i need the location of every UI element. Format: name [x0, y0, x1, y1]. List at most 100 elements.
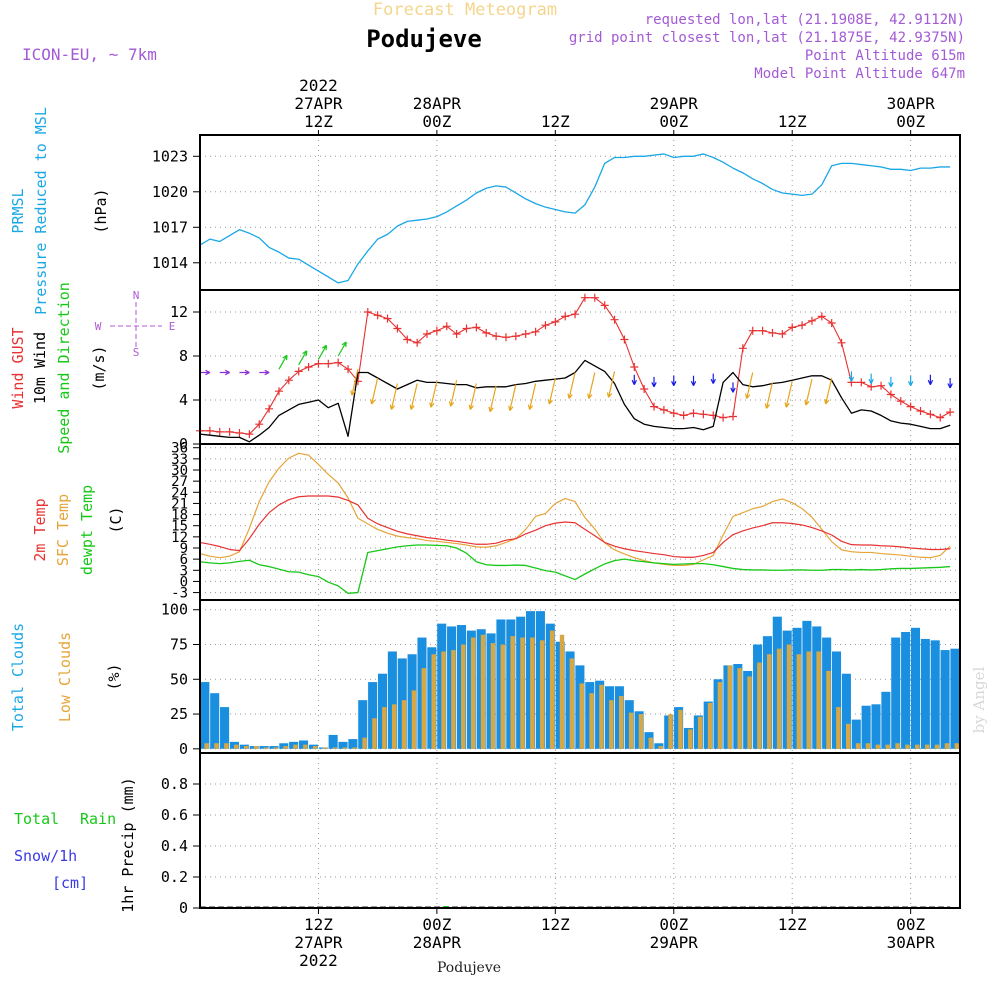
wind-direction-arrow: [369, 377, 379, 405]
total-cloud-bar: [338, 741, 348, 749]
y-tick-label: 75: [170, 636, 188, 654]
low-cloud-bar: [322, 747, 328, 749]
y-tick-label: 8: [179, 347, 188, 365]
low-cloud-bar: [609, 700, 614, 749]
y-tick-label: 36: [171, 441, 188, 457]
bottom-time-label: 29APR: [650, 933, 699, 952]
low-cloud-bar: [283, 746, 288, 749]
y-tick-label: 0: [179, 435, 188, 453]
wind-direction-arrow: [587, 372, 596, 399]
low-cloud-bar: [313, 746, 318, 749]
low-cloud-bar: [875, 744, 881, 749]
wind-gust-marker: [284, 376, 293, 385]
pressure-label: Pressure Reduced to MSL: [32, 107, 50, 315]
y-tick-label: 4: [179, 391, 188, 409]
low-cloud-bar: [569, 658, 575, 749]
low-cloud-bar: [737, 668, 742, 749]
low-cloud-bar: [895, 743, 900, 749]
wind-gust-marker: [432, 326, 441, 335]
wind-direction-arrow: [409, 383, 418, 410]
wind-gust-marker: [719, 413, 728, 422]
total-cloud-bar: [871, 704, 881, 749]
low-cloud-bar: [786, 644, 792, 749]
wind-gust-marker: [946, 408, 955, 417]
low-cloud-bar: [273, 747, 278, 749]
total-cloud-bar: [279, 743, 289, 749]
total-cloud-bar: [328, 734, 338, 749]
wind-gust-marker: [215, 427, 224, 436]
top-time-label: 27APR: [294, 94, 343, 113]
wind-gust-marker: [423, 330, 432, 338]
low-cloud-bar: [441, 651, 446, 749]
total-cloud-bar: [387, 651, 397, 749]
wind-direction-arrow: [429, 381, 438, 408]
axis-layer: 101410171020102304812-303691215182124273…: [152, 76, 935, 970]
low-cloud-bar: [599, 684, 604, 749]
low-cloud-bar: [470, 637, 476, 749]
wind-gust-marker: [630, 363, 639, 371]
footer-location: Podujeve: [437, 960, 501, 976]
top-time-label: 30APR: [887, 94, 936, 113]
wind-10m-label: 10m Wind: [31, 332, 49, 404]
total-cloud-bar: [930, 640, 940, 749]
low-cloud-bar: [549, 630, 555, 749]
wind-direction-arrow: [547, 377, 556, 405]
wind-direction-arrow: [508, 384, 517, 411]
total-cloud-bar: [950, 648, 960, 749]
low-cloud-bar: [806, 651, 811, 749]
wind-direction-arrow: [823, 377, 833, 405]
y-tick-label: 0.2: [161, 868, 188, 886]
total-cloud-bar: [901, 631, 911, 749]
wind-direction-arrow: [488, 385, 497, 413]
total-cloud-bar: [940, 650, 950, 749]
wind-gust-marker: [610, 315, 619, 324]
temp-2m-line: [199, 495, 951, 558]
y-tick-label: 0: [179, 899, 188, 917]
y-tick-label: 6: [180, 552, 188, 568]
wind-direction-arrow: [239, 369, 250, 376]
top-time-label: 12Z: [541, 112, 570, 131]
low-cloud-bar: [618, 695, 624, 749]
low-cloud-bar: [500, 644, 505, 749]
wind-gust-marker: [620, 335, 629, 344]
low-cloud-bar: [224, 743, 229, 749]
y-tick-label: 0: [179, 740, 188, 758]
low-cloud-bar: [846, 723, 851, 749]
total-cloud-bar: [348, 739, 358, 749]
wind-gust-marker: [571, 310, 580, 319]
low-cloud-bar: [243, 746, 249, 749]
ms-unit-label: (m/s): [90, 345, 108, 390]
wind-gust-marker: [640, 385, 649, 393]
low-cloud-bar: [559, 634, 565, 749]
grid-layer: [200, 135, 960, 909]
top-time-label: 29APR: [650, 94, 699, 113]
wind-gust-marker: [442, 322, 451, 331]
low-cloud-bar: [520, 637, 525, 749]
total-cloud-bar: [910, 627, 921, 749]
wind-gust-marker: [501, 333, 510, 342]
low-cloud-bar: [421, 668, 427, 749]
low-cloud-bar: [214, 743, 219, 749]
low-cloud-bar: [342, 747, 348, 749]
compass-w: W: [95, 320, 102, 333]
y-tick-label: 0.6: [161, 806, 188, 824]
bottom-time-label: 12Z: [778, 915, 807, 934]
wind-direction-arrow: [468, 383, 477, 410]
wind-gust-marker: [324, 359, 333, 368]
wind-gust-marker: [886, 390, 895, 399]
wind-direction-arrow: [278, 354, 288, 370]
wind-gust-marker: [521, 330, 530, 338]
frame-layer: [199, 134, 961, 909]
wind-gust-marker: [699, 410, 708, 419]
y-tick-label: 9: [180, 541, 188, 557]
low-cloud-bar: [767, 654, 772, 749]
wind-gust-marker: [551, 317, 560, 326]
compass-e: E: [169, 320, 176, 333]
wind-gust-marker: [936, 413, 945, 422]
wind-gust-marker: [561, 312, 570, 321]
total-cloud-bar: [851, 719, 861, 749]
wind-gust-label: Wind GUST: [9, 327, 27, 408]
wind-gust-marker: [748, 326, 757, 335]
wind-gust-marker: [225, 427, 234, 436]
temp-dewpt-label: dewpt Temp: [78, 485, 96, 575]
